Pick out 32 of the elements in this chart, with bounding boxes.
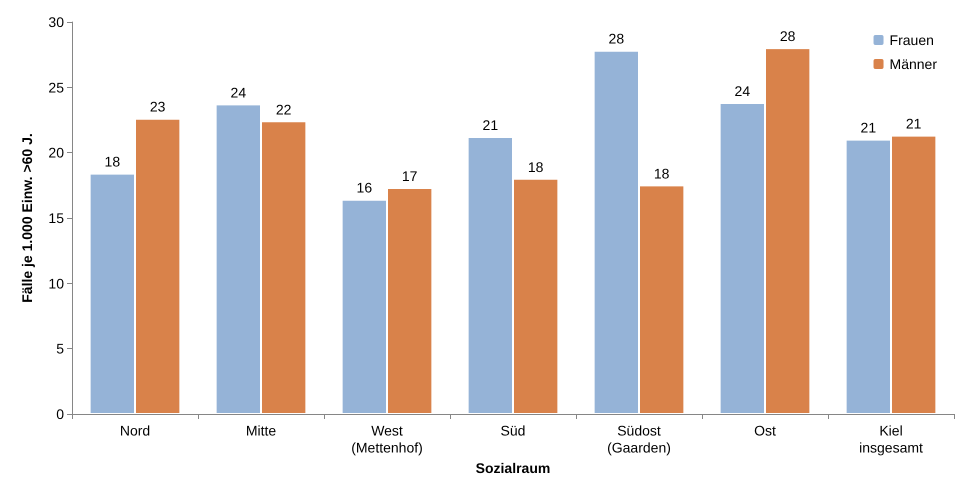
- data-label: 21: [860, 120, 876, 136]
- data-label: 18: [654, 165, 670, 182]
- x-tick-label: Südost (Gaarden): [607, 422, 671, 456]
- legend-label: Frauen: [890, 32, 934, 48]
- data-label: 23: [150, 98, 166, 115]
- data-label: 22: [276, 101, 292, 118]
- data-label: 24: [734, 83, 750, 100]
- y-tick-label: 5: [56, 340, 64, 357]
- y-axis-title: Fälle je 1.000 Einw. >60 J.: [19, 133, 35, 303]
- data-label: 16: [356, 180, 372, 196]
- x-axis-title: Sozialraum: [476, 460, 550, 476]
- data-label: 28: [780, 28, 796, 44]
- x-tick-label: Mitte: [246, 422, 276, 438]
- data-label: 18: [104, 154, 120, 170]
- data-label: 17: [402, 168, 418, 184]
- y-tick-label: 10: [48, 275, 64, 292]
- y-tick-label: 25: [48, 79, 64, 96]
- y-tick-label: 20: [48, 144, 64, 161]
- data-label: 21: [906, 116, 922, 132]
- x-tick-label: Süd: [500, 422, 526, 438]
- y-tick-label: 0: [56, 406, 64, 422]
- x-tick-label: West (Mettenhof): [351, 422, 423, 456]
- x-tick-label: Nord: [120, 422, 150, 438]
- data-label: 21: [482, 116, 498, 133]
- y-tick-label: 30: [48, 14, 64, 30]
- x-tick-label: Kiel insgesamt: [859, 422, 924, 456]
- data-label: 28: [608, 30, 624, 47]
- legend-label: Männer: [890, 56, 938, 72]
- x-tick-label: Ost: [754, 422, 776, 438]
- data-label: 18: [528, 158, 544, 175]
- y-tick-label: 15: [48, 210, 64, 226]
- data-label: 24: [230, 84, 246, 100]
